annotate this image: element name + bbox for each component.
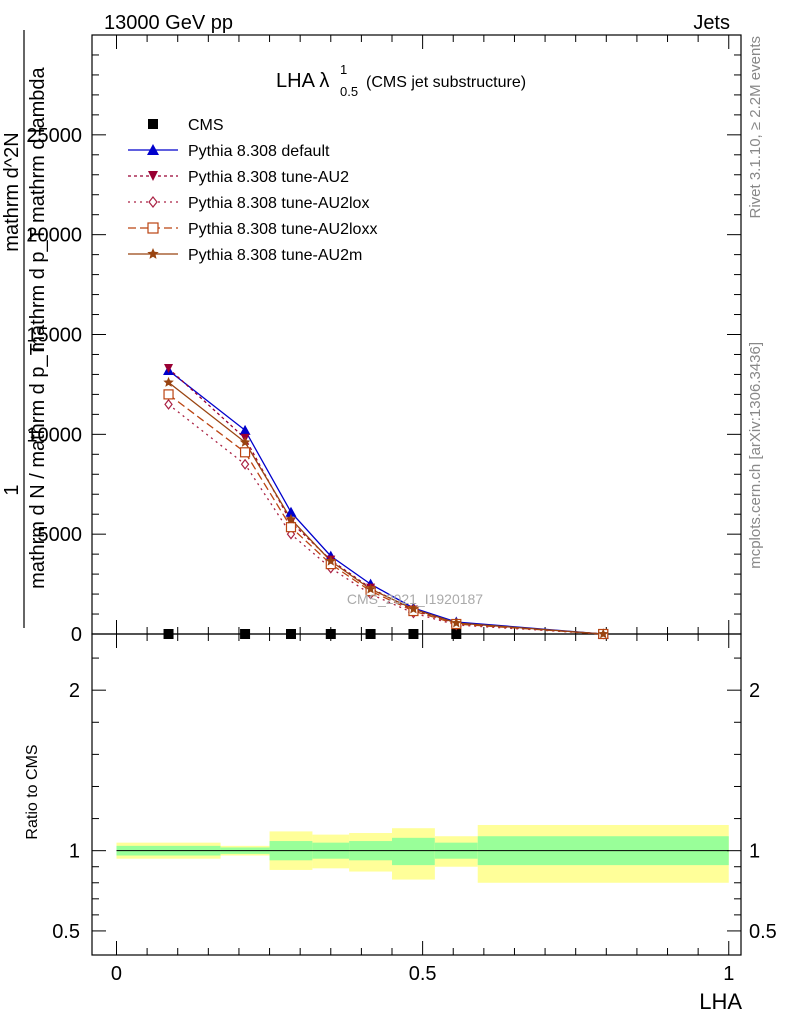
- ylabel-main-numerator: mathrm d^2N: [1, 132, 23, 251]
- ylabel-top-denominator: mathrm d N / mathrm d p_T: [27, 343, 49, 589]
- y-tick-label: 0: [71, 624, 82, 646]
- data-marker: [365, 629, 376, 639]
- data-marker: [325, 555, 336, 566]
- data-marker: [148, 119, 158, 129]
- x-tick-label: 0.5: [409, 963, 437, 985]
- data-marker: [451, 629, 462, 639]
- title-main: LHA λ: [276, 70, 329, 92]
- legend-label: Pythia 8.308 tune-AU2loxx: [188, 221, 377, 238]
- svg-text:LHA λ: LHA λ: [276, 70, 329, 92]
- ratio-bands: [116, 824, 729, 883]
- data-marker: [239, 436, 251, 447]
- data-marker: [164, 363, 174, 373]
- data-marker: [148, 171, 158, 181]
- data-marker: [408, 603, 419, 614]
- data-marker: [163, 376, 174, 387]
- x-axis-label: LHA: [699, 989, 742, 1014]
- mcplots-info: mcplots.cern.ch [arXiv:1306.3436]: [747, 342, 764, 569]
- data-marker: [598, 628, 609, 639]
- series-line: [168, 393, 604, 635]
- y-tick-label: 10000: [26, 424, 82, 446]
- y-axis-label: 1 mathrm d N / mathrm d p_T mathrm d^2N …: [1, 30, 49, 628]
- rivet-info: Rivet 3.1.10, ≥ 2.2M events: [747, 36, 764, 219]
- data-marker: [285, 522, 297, 533]
- data-marker: [147, 248, 159, 259]
- ylabel-ratio: Ratio to CMS: [24, 744, 41, 839]
- data-marker: [240, 458, 250, 470]
- series-lines: [168, 367, 604, 635]
- legend-label: Pythia 8.308 tune-AU2lox: [188, 195, 369, 212]
- title-superscript: 1: [340, 62, 347, 77]
- plot-title: LHA λ 1 0.5 (CMS jet substructure): [276, 62, 526, 99]
- data-marker: [163, 389, 174, 400]
- header-left: 13000 GeV pp: [104, 12, 233, 34]
- legend-label: Pythia 8.308 default: [188, 143, 330, 160]
- data-marker: [147, 222, 159, 234]
- series-line: [168, 369, 604, 635]
- ratio-band-green: [392, 837, 435, 866]
- y-tick-label: 25000: [26, 125, 82, 147]
- ratio-tick-label-left: 1: [69, 841, 80, 863]
- legend-label: Pythia 8.308 tune-AU2: [188, 169, 349, 186]
- data-marker: [325, 629, 336, 639]
- header-right: Jets: [693, 12, 730, 34]
- data-marker: [239, 447, 251, 458]
- series-line: [168, 381, 604, 635]
- data-marker: [164, 398, 173, 410]
- y-tick-label: 15000: [26, 325, 82, 347]
- ratio-tick-label-left: 0.5: [52, 921, 80, 943]
- axis-ticks: 0 5000 10000 15000 20000 25000 0 0.5 1 0.5 0.5 1 1 2 2: [26, 34, 777, 985]
- data-marker: [285, 513, 297, 524]
- title-subscript: 0.5: [340, 84, 358, 99]
- legend-label: Pythia 8.308 tune-AU2m: [188, 247, 362, 264]
- data-marker: [408, 629, 419, 639]
- legend: CMS Pythia 8.308 default Pythia 8.308 tune…: [128, 117, 377, 264]
- series-line: [168, 367, 604, 635]
- ratio-tick-label-right: 0.5: [749, 921, 777, 943]
- legend-label: CMS: [188, 117, 224, 134]
- series-markers: [163, 363, 609, 640]
- data-marker: [285, 629, 296, 639]
- title-suffix: (CMS jet substructure): [366, 74, 526, 91]
- y-tick-label: 5000: [38, 524, 83, 546]
- data-marker: [285, 506, 297, 517]
- ylabel-top-numerator: 1: [1, 484, 23, 495]
- ratio-tick-label-right: 1: [749, 841, 760, 863]
- data-marker: [148, 196, 158, 208]
- data-marker: [240, 629, 251, 639]
- x-tick-label: 1: [723, 963, 734, 985]
- data-marker: [239, 424, 251, 435]
- data-marker: [163, 629, 174, 639]
- ratio-tick-label-right: 2: [749, 680, 760, 702]
- data-marker: [365, 583, 376, 594]
- data-marker: [147, 144, 159, 155]
- ratio-tick-label-left: 2: [69, 680, 80, 702]
- analysis-watermark: CMS_2021_I1920187: [347, 591, 483, 607]
- y-tick-label: 20000: [26, 225, 82, 247]
- ratio-plot-frame: [91, 633, 742, 956]
- ylabel-main-denominator: mathrm d p_T mathrm d lambda: [27, 66, 49, 352]
- data-marker: [451, 617, 462, 628]
- x-tick-label: 0: [111, 963, 122, 985]
